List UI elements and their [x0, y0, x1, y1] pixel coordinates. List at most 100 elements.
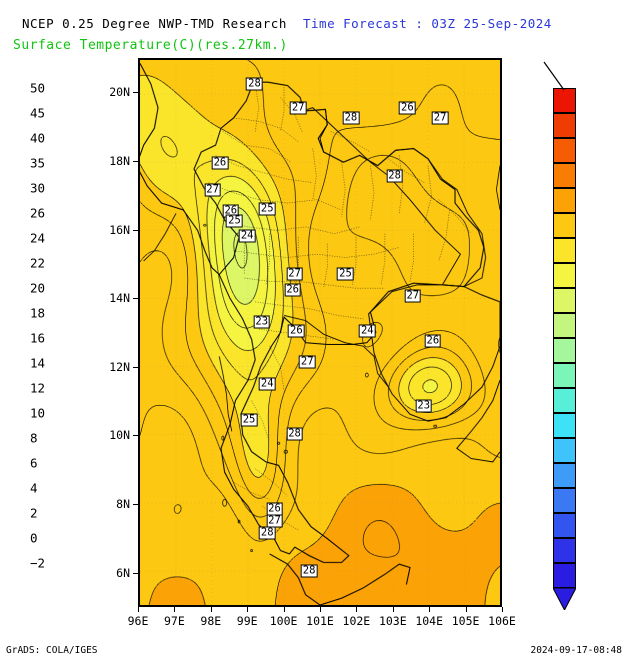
colorbar-segment[interactable]	[553, 188, 576, 213]
contour-label: 27	[286, 267, 303, 281]
y-axis-tick-mark	[133, 92, 138, 94]
colorbar-segment[interactable]	[553, 338, 576, 363]
page-title-main: NCEP 0.25 Degree NWP-TMD Research	[22, 16, 287, 31]
contour-label: 26	[211, 156, 229, 170]
y-axis-tick-mark	[133, 160, 138, 162]
contour-label: 25	[258, 202, 276, 216]
colorbar-segment[interactable]	[553, 113, 576, 138]
x-axis-tick-mark	[247, 607, 249, 612]
x-axis-tick-mark	[283, 607, 285, 612]
colorbar-tick-label: 4	[30, 480, 38, 496]
x-axis-tick-label: 102E	[342, 614, 371, 628]
contour-label: 28	[246, 77, 263, 91]
page-title-time: Time Forecast : 03Z 25-Sep-2024	[303, 16, 552, 31]
x-axis-tick-label: 103E	[378, 614, 407, 628]
y-axis-tick-mark	[133, 572, 138, 574]
colorbar-segment[interactable]	[553, 88, 576, 113]
contour-label: 25	[226, 214, 243, 228]
x-axis-tick-mark	[429, 607, 431, 612]
colorbar-top-pointer	[543, 61, 565, 91]
x-axis-tick-mark	[210, 607, 212, 612]
y-axis-tick-label: 8N	[116, 497, 130, 512]
y-axis-tick-label: 20N	[109, 85, 130, 100]
colorbar-tick-label: 50	[30, 80, 46, 96]
colorbar-tick-label: 6	[30, 455, 38, 471]
colorbar-segment[interactable]	[553, 563, 576, 588]
colorbar-segment[interactable]	[553, 213, 576, 238]
x-axis-tick-label: 105E	[451, 614, 480, 628]
temperature-field-canvas	[140, 60, 500, 605]
x-axis-tick-label: 101E	[306, 614, 334, 628]
colorbar-tick-label: 10	[30, 405, 46, 421]
colorbar-segment[interactable]	[553, 538, 576, 563]
colorbar-segment[interactable]	[553, 238, 576, 263]
map-plot-area[interactable]	[138, 58, 502, 607]
contour-label: 27	[404, 289, 422, 303]
colorbar-tick-label: 24	[30, 230, 46, 246]
colorbar-tick-label: 0	[30, 530, 38, 546]
colorbar-tick-label: 18	[30, 305, 46, 321]
y-axis-tick-label: 14N	[109, 291, 130, 306]
x-axis-tick-mark	[174, 607, 176, 612]
contour-label: 26	[284, 283, 302, 297]
colorbar-segment[interactable]	[553, 313, 576, 338]
contour-label: 24	[238, 229, 256, 243]
colorbar-tick-label: 45	[30, 105, 46, 121]
colorbar[interactable]	[553, 88, 576, 588]
colorbar-segment[interactable]	[553, 388, 576, 413]
contour-label: 27	[298, 355, 316, 369]
colorbar-segment[interactable]	[553, 413, 576, 438]
colorbar-tick-label: 30	[30, 180, 46, 196]
contour-label: 28	[342, 111, 360, 125]
page-subtitle: Surface Temperature(C)(res.27km.)	[13, 38, 288, 53]
colorbar-tick-label: 40	[30, 130, 46, 146]
y-axis-tick-mark	[133, 366, 138, 368]
contour-label: 27	[431, 111, 449, 125]
contour-label: 27	[289, 101, 307, 115]
contour-label: 26	[424, 334, 442, 348]
x-axis-tick-label: 104E	[415, 614, 444, 628]
colorbar-tick-label: 20	[30, 280, 46, 296]
x-axis-tick-mark	[138, 607, 139, 612]
colorbar-tick-label: 14	[30, 355, 46, 371]
contour-label: 25	[240, 413, 258, 427]
y-axis-tick-label: 12N	[109, 359, 130, 374]
colorbar-tick-label: 22	[30, 255, 46, 271]
y-axis-tick-label: 18N	[109, 153, 130, 168]
x-axis-tick-mark	[356, 607, 358, 612]
y-axis-tick-label: 10N	[109, 428, 130, 443]
colorbar-tick-label: 26	[30, 205, 46, 221]
colorbar-segment[interactable]	[553, 438, 576, 463]
contour-label: 27	[204, 183, 221, 197]
colorbar-segment[interactable]	[553, 163, 576, 188]
colorbar-segment[interactable]	[553, 263, 576, 288]
colorbar-tick-label: −2	[30, 555, 46, 571]
y-axis-tick-mark	[133, 229, 138, 231]
contour-label: 24	[258, 377, 276, 391]
colorbar-segment[interactable]	[553, 363, 576, 388]
y-axis-tick-label: 6N	[116, 565, 130, 580]
y-axis-tick-mark	[133, 298, 138, 300]
contour-label: 24	[358, 324, 376, 338]
colorbar-tick-label: 35	[30, 155, 46, 171]
colorbar-segment[interactable]	[553, 138, 576, 163]
x-axis-tick-label: 99E	[236, 614, 258, 628]
colorbar-segment[interactable]	[553, 488, 576, 513]
contour-label: 23	[415, 399, 433, 413]
contour-label: 26	[399, 101, 416, 115]
x-axis-tick-mark	[502, 607, 503, 612]
x-axis-tick-label: 96E	[127, 614, 149, 628]
x-axis-tick-label: 106E	[488, 614, 516, 628]
colorbar-tick-label: 8	[30, 430, 38, 446]
colorbar-segment[interactable]	[553, 463, 576, 488]
colorbar-tick-label: 2	[30, 505, 38, 521]
x-axis-tick-label: 98E	[200, 614, 222, 628]
footer-timestamp: 2024-09-17-08:48	[530, 645, 622, 656]
contour-label: 28	[300, 564, 318, 578]
contour-label: 25	[337, 267, 354, 281]
contour-label: 26	[288, 324, 305, 338]
contour-label: 27	[266, 514, 283, 528]
colorbar-segment[interactable]	[553, 513, 576, 538]
colorbar-segment[interactable]	[553, 288, 576, 313]
x-axis-tick-label: 100E	[269, 614, 298, 628]
